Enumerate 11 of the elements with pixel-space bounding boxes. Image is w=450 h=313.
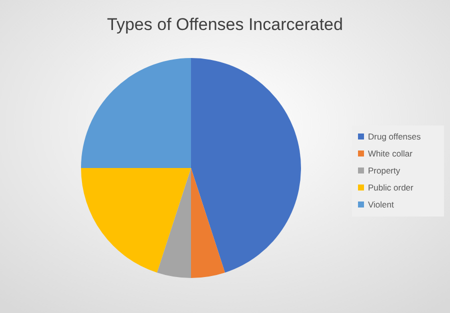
chart-title: Types of Offenses Incarcerated bbox=[107, 15, 343, 34]
legend-label: Violent bbox=[368, 200, 394, 210]
pie-slice bbox=[81, 58, 191, 168]
legend-label: Public order bbox=[368, 182, 414, 192]
legend-label: Property bbox=[368, 166, 401, 176]
pie-slice bbox=[191, 168, 225, 278]
legend-label: Drug offenses bbox=[368, 132, 421, 142]
pie-slice bbox=[157, 168, 191, 278]
pie-slice bbox=[81, 168, 191, 273]
legend-label: White collar bbox=[368, 148, 413, 158]
pie-slice bbox=[191, 58, 301, 273]
